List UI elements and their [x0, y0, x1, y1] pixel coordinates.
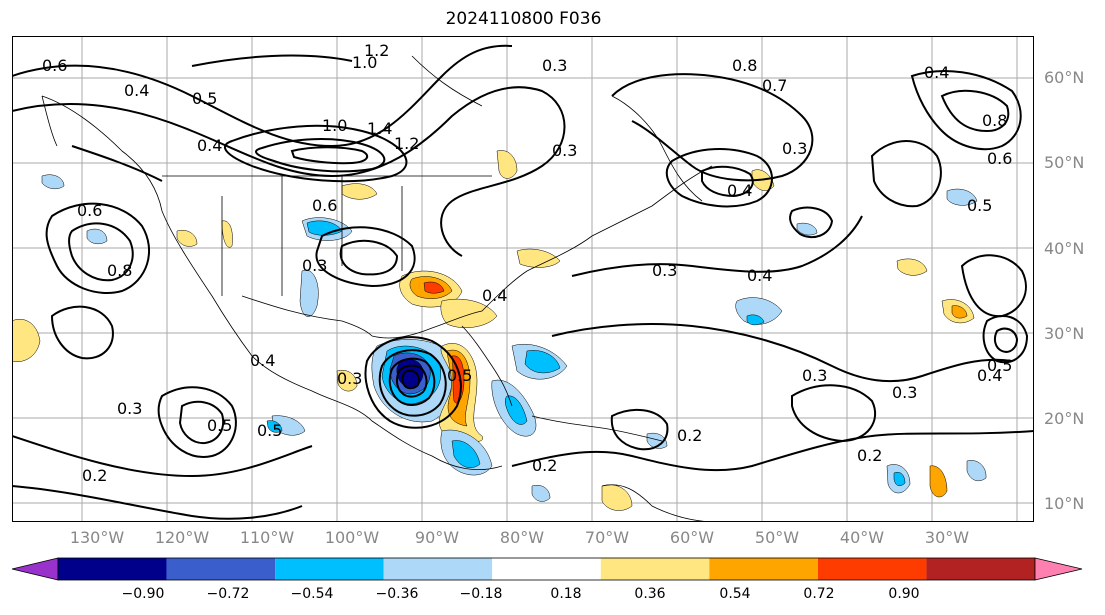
shaded-fields: [12, 150, 987, 511]
contour-label: 0.4: [197, 136, 222, 155]
contour-label: 0.5: [192, 89, 217, 108]
lat-label: 60°N: [1044, 68, 1085, 87]
lon-label: 70°W: [584, 528, 630, 547]
colorbar-cell: [709, 558, 818, 580]
contour-label: 0.5: [257, 421, 282, 440]
contour-label: 0.4: [924, 63, 949, 82]
contour-label: 0.2: [82, 466, 107, 485]
contour-label: 0.4: [747, 266, 772, 285]
colorbar-tick-label: 0.54: [719, 586, 751, 602]
lon-label: 110°W: [239, 528, 295, 547]
contour-label: 0.3: [652, 261, 677, 280]
colorbar: [11, 557, 1083, 581]
contour-lines: [12, 44, 1034, 520]
contour-label: 1.0: [322, 116, 347, 135]
contour-label: 0.3: [802, 366, 827, 385]
colorbar-tick-label: 0.36: [634, 586, 666, 602]
lon-label: 80°W: [499, 528, 545, 547]
contour-label: 0.4: [727, 181, 752, 200]
contour-label: 0.6: [77, 201, 102, 220]
contour-label: 0.5: [447, 366, 472, 385]
lat-label: 40°N: [1044, 239, 1085, 258]
contour-label: 1.4: [367, 119, 392, 138]
colorbar-extend-high: [1034, 557, 1083, 581]
lon-label: 90°W: [414, 528, 460, 547]
lat-label: 50°N: [1044, 153, 1085, 172]
colorbar-tick-label: −0.36: [375, 586, 419, 602]
contour-label: 0.4: [250, 351, 275, 370]
contour-label: 0.2: [857, 446, 882, 465]
contour-label: 0.3: [552, 141, 577, 160]
contour-label: 0.6: [42, 56, 67, 75]
contour-label: 1.0: [352, 53, 377, 72]
lon-label: 30°W: [924, 528, 970, 547]
contour-label: 0.2: [532, 456, 557, 475]
lon-label: 100°W: [324, 528, 380, 547]
lon-label: 40°W: [839, 528, 885, 547]
colorbar-extend-low: [11, 557, 59, 581]
lon-label: 120°W: [154, 528, 210, 547]
colorbar-tick-label: 0.90: [888, 586, 920, 602]
colorbar-tick-label: −0.72: [206, 586, 250, 602]
contour-label: 0.7: [762, 76, 787, 95]
contour-label: 0.6: [987, 149, 1012, 168]
contour-labels: 1.2 1.0 0.6 0.4 0.5 0.4 1.0 1.4 1.2 0.6 …: [42, 41, 1012, 485]
map-title: 2024110800 F036: [445, 9, 602, 29]
colorbar-cell: [600, 558, 710, 580]
contour-label: 0.5: [987, 356, 1012, 375]
contour-label: 0.4: [124, 81, 149, 100]
colorbar-tick-label: −0.90: [121, 586, 165, 602]
contour-label: 0.3: [542, 56, 567, 75]
contour-label: 0.4: [482, 286, 507, 305]
colorbar-tick-label: −0.18: [459, 586, 503, 602]
contour-label: 0.3: [782, 139, 807, 158]
contour-label: 0.8: [982, 111, 1007, 130]
colorbar-cell: [492, 558, 601, 580]
colorbar-cell: [926, 558, 1035, 580]
colorbar-cell: [817, 558, 927, 580]
contour-label: 0.5: [967, 196, 992, 215]
contour-label: 0.3: [892, 383, 917, 402]
colorbar-tick-label: 0.72: [803, 586, 835, 602]
colorbar-cell: [383, 558, 493, 580]
lat-label: 10°N: [1044, 494, 1085, 513]
colorbar-cell: [166, 558, 276, 580]
contour-label: 1.2: [394, 134, 419, 153]
contour-label: 0.5: [207, 416, 232, 435]
colorbar-cell: [58, 558, 167, 580]
contour-label: 0.3: [302, 256, 327, 275]
contour-label: 0.3: [337, 369, 362, 388]
lon-label: 60°W: [669, 528, 715, 547]
colorbar-tick-label: −0.54: [290, 586, 334, 602]
map-panel: 1.2 1.0 0.6 0.4 0.5 0.4 1.0 1.4 1.2 0.6 …: [12, 36, 1034, 522]
contour-label: 0.2: [677, 426, 702, 445]
colorbar-tick-label: 0.18: [550, 586, 582, 602]
lat-label: 30°N: [1044, 324, 1085, 343]
contour-label: 0.8: [732, 56, 757, 75]
contour-label: 0.6: [312, 196, 337, 215]
contour-label: 0.3: [117, 399, 142, 418]
map-frame: [12, 36, 1034, 522]
contour-label: 0.4: [977, 366, 1002, 385]
lon-label: 50°W: [754, 528, 800, 547]
colorbar-cell: [275, 558, 384, 580]
lat-label: 20°N: [1044, 409, 1085, 428]
contour-label: 0.8: [107, 261, 132, 280]
lon-label: 130°W: [69, 528, 125, 547]
contour-label: 1.2: [364, 41, 389, 60]
